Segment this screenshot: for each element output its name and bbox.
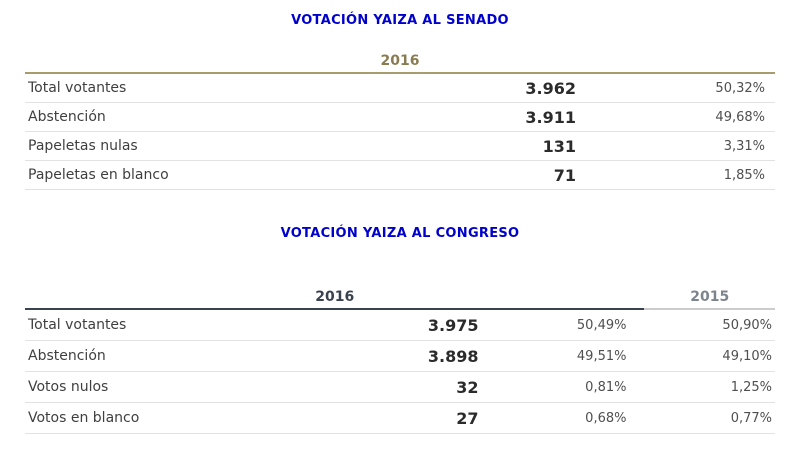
row-value: 3.962	[184, 73, 577, 103]
row-label: Total votantes	[25, 73, 185, 103]
congreso-header-row: 2016 2015	[25, 287, 775, 310]
table-row: Total votantes 3.962 50,32%	[25, 73, 775, 103]
row-value: 32	[184, 371, 480, 403]
senado-chart-title: VOTACIÓN YAIZA AL SENADO	[291, 13, 509, 28]
row-pct-2015: 49,10%	[644, 340, 775, 372]
row-label: Abstención	[25, 340, 185, 372]
congreso-chart-title: VOTACIÓN YAIZA AL CONGRESO	[280, 226, 520, 241]
table-row: Total votantes 3.975 50,49% 50,90%	[25, 309, 775, 341]
row-pct: 3,31%	[576, 131, 775, 161]
table-row: Papeletas en blanco 71 1,85%	[25, 160, 775, 190]
row-pct: 49,68%	[576, 102, 775, 132]
row-label: Total votantes	[25, 309, 185, 341]
row-label: Votos en blanco	[25, 402, 185, 434]
row-label: Papeletas nulas	[25, 131, 185, 161]
senado-table: 2016 Total votantes 3.962 50,32% Abstenc…	[25, 51, 775, 190]
row-value: 3.975	[184, 309, 480, 341]
row-label: Abstención	[25, 102, 185, 132]
row-pct-2015: 50,90%	[644, 309, 775, 341]
row-pct-2016: 0,68%	[479, 402, 645, 434]
row-pct-2016: 50,49%	[479, 309, 645, 341]
table-row: Abstención 3.911 49,68%	[25, 102, 775, 132]
row-pct: 50,32%	[576, 73, 775, 103]
row-pct-2016: 49,51%	[479, 340, 645, 372]
table-row: Votos nulos 32 0,81% 1,25%	[25, 371, 775, 403]
row-pct: 1,85%	[576, 160, 775, 190]
row-pct-2015: 0,77%	[644, 402, 775, 434]
table-row: Abstención 3.898 49,51% 49,10%	[25, 340, 775, 372]
row-value: 3.898	[184, 340, 480, 372]
row-value: 131	[184, 131, 577, 161]
congreso-table: 2016 2015 Total votantes 3.975 50,49% 50…	[25, 287, 775, 434]
row-label: Papeletas en blanco	[25, 160, 185, 190]
row-label: Votos nulos	[25, 371, 185, 403]
congreso-year-header-2016: 2016	[25, 287, 645, 310]
row-value: 27	[184, 402, 480, 434]
senado-year-header-2016: 2016	[25, 51, 775, 74]
table-row: Papeletas nulas 131 3,31%	[25, 131, 775, 161]
table-row: Votos en blanco 27 0,68% 0,77%	[25, 402, 775, 434]
row-value: 71	[184, 160, 577, 190]
congreso-year-header-2015: 2015	[644, 287, 775, 310]
row-pct-2015: 1,25%	[644, 371, 775, 403]
row-pct-2016: 0,81%	[479, 371, 645, 403]
senado-header-row: 2016	[25, 51, 775, 74]
row-value: 3.911	[184, 102, 577, 132]
